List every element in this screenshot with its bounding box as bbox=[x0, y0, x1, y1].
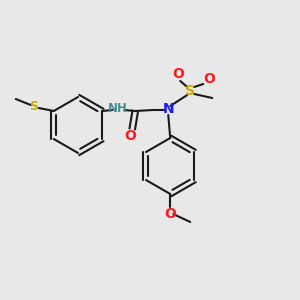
Text: N: N bbox=[162, 102, 174, 116]
Text: O: O bbox=[203, 72, 215, 86]
Text: S: S bbox=[185, 84, 195, 98]
Text: O: O bbox=[124, 129, 136, 143]
Text: S: S bbox=[29, 100, 38, 113]
Text: NH: NH bbox=[108, 103, 128, 116]
Text: O: O bbox=[172, 67, 184, 81]
Text: O: O bbox=[164, 207, 176, 221]
